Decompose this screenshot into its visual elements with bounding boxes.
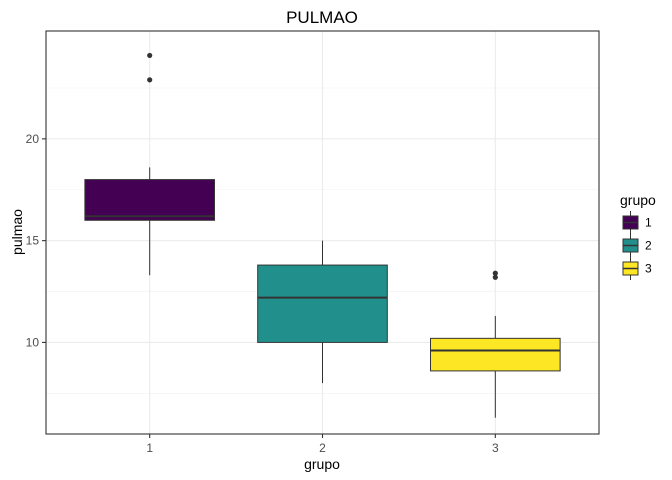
chart-title: PULMAO <box>286 8 358 27</box>
box-series <box>84 52 561 418</box>
outlier-point <box>147 77 153 83</box>
outlier-point <box>147 52 153 59</box>
legend-label: 1 <box>645 216 652 230</box>
legend-title: grupo <box>620 192 656 208</box>
plot-area <box>45 30 600 435</box>
x-tick-label: 3 <box>492 441 499 455</box>
legend-item-2: 2 <box>622 234 652 257</box>
outlier-point <box>492 270 498 276</box>
y-axis-title: pulmao <box>9 209 25 255</box>
box-group-2 <box>257 240 388 384</box>
legend-label: 2 <box>645 239 652 253</box>
outlier-point <box>492 274 498 280</box>
legend-label: 3 <box>645 262 652 276</box>
legend: grupo 1 2 3 <box>620 192 656 280</box>
box <box>84 179 215 221</box>
x-tick-label: 2 <box>319 441 326 455</box>
y-tick-label: 10 <box>26 335 40 349</box>
box <box>430 337 561 372</box>
y-tick-label: 15 <box>26 234 40 248</box>
x-axis-title: grupo <box>304 456 340 472</box>
box-group-1 <box>84 52 215 276</box>
box-group-3 <box>430 270 561 418</box>
legend-item-1: 1 <box>622 211 652 234</box>
box <box>257 264 388 343</box>
x-tick-label: 1 <box>146 441 153 455</box>
legend-item-3: 3 <box>622 257 652 280</box>
x-axis: 1 2 3 <box>146 434 499 455</box>
y-axis: 10 15 20 <box>26 132 46 349</box>
y-tick-label: 20 <box>26 132 40 146</box>
